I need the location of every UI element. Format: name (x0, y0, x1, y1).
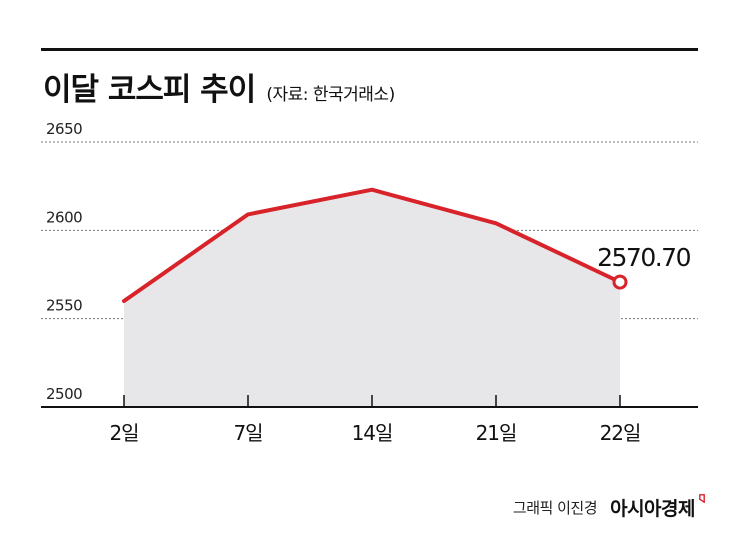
top-rule (41, 48, 698, 51)
brand-mark-icon (699, 494, 705, 503)
x-tick-label: 2일 (109, 421, 138, 445)
chart-title: 이달 코스피 추이 (43, 72, 256, 108)
end-point-marker (612, 274, 628, 290)
graphic-credit: 그래픽 이진경 (512, 499, 598, 517)
title-row: 이달 코스피 추이 (자료: 한국거래소) (43, 64, 395, 109)
x-tick-label: 22일 (600, 421, 641, 445)
y-tick-label: 2650 (46, 120, 82, 138)
brand-logo: 아시아경제 (610, 494, 705, 521)
y-tick-label: 2600 (46, 208, 82, 226)
series-line-path (122, 187, 617, 303)
x-tick-label: 7일 (233, 421, 262, 445)
annotation: 2570.70 (597, 243, 692, 272)
brand-name: 아시아경제 (610, 498, 695, 520)
x-tick-label: 14일 (352, 421, 393, 445)
area-fill (124, 189, 620, 407)
series-line (122, 187, 628, 303)
x-tick-labels: 2일 7일 14일 21일 22일 (109, 421, 641, 445)
x-axis (41, 395, 698, 408)
y-tick-label: 2500 (46, 385, 82, 403)
x-tick-label: 21일 (476, 421, 517, 445)
footer: 그래픽 이진경 아시아경제 (512, 494, 705, 521)
y-tick-label: 2550 (46, 297, 82, 315)
area-shape (124, 189, 620, 407)
y-tick-labels: 2500 2550 2600 2650 (46, 120, 83, 403)
source-label: (자료: 한국거래소) (266, 85, 395, 105)
value-annotation: 2570.70 (597, 243, 690, 272)
